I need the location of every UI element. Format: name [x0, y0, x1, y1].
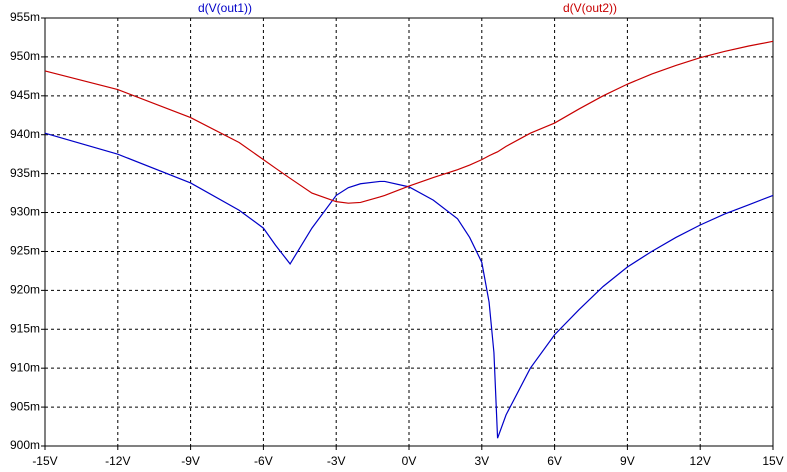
x-tick-label: 12V — [690, 454, 711, 468]
y-tick-label: 955m — [10, 10, 40, 24]
x-tick-label: 15V — [762, 454, 783, 468]
y-tick-label: 950m — [10, 49, 40, 63]
y-tick-label: 920m — [10, 283, 40, 297]
y-tick-label: 900m — [10, 438, 40, 452]
plot-frame — [44, 17, 774, 447]
series-line — [44, 40, 774, 204]
legend-label: d(V(out2)) — [563, 1, 617, 15]
y-tick-label: 910m — [10, 360, 40, 374]
legend-label: d(V(out1)) — [198, 1, 252, 15]
y-tick-label: 945m — [10, 88, 40, 102]
y-tick-label: 915m — [10, 321, 40, 335]
series-line — [44, 132, 774, 439]
x-tick-label: -6V — [254, 454, 273, 468]
x-tick-label: -12V — [105, 454, 130, 468]
x-tick-label: -15V — [32, 454, 57, 468]
x-tick-label: -3V — [327, 454, 346, 468]
y-tick-label: 905m — [10, 399, 40, 413]
y-tick-label: 935m — [10, 166, 40, 180]
y-tick-label: 940m — [10, 127, 40, 141]
y-tick-label: 930m — [10, 205, 40, 219]
x-tick-label: 9V — [620, 454, 635, 468]
x-tick-label: 3V — [474, 454, 489, 468]
y-tick-label: 925m — [10, 244, 40, 258]
x-tick-label: 6V — [547, 454, 562, 468]
x-tick-label: 0V — [402, 454, 417, 468]
x-tick-label: -9V — [181, 454, 200, 468]
